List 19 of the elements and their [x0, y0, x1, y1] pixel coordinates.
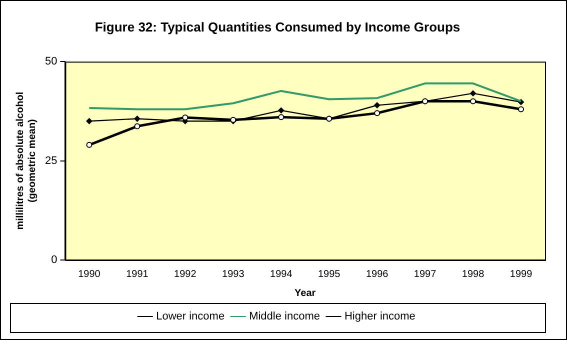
x-tick-label: 1990 [78, 268, 101, 280]
x-tick-label: 1991 [126, 268, 149, 280]
x-tick-label: 1993 [222, 268, 245, 280]
y-tick-label: 50 [44, 56, 58, 68]
x-tick-label: 1998 [462, 268, 485, 280]
legend-label: Higher income [344, 310, 416, 323]
x-tick-label: 1999 [510, 268, 533, 280]
x-tick-label: 1996 [366, 268, 389, 280]
y-tick-label: 25 [44, 154, 58, 167]
x-axis-title: Year [294, 288, 316, 299]
legend-label: Lower income [156, 310, 225, 323]
chart-title: Figure 32: Typical Quantities Consumed by Income Groups [94, 19, 460, 34]
x-tick-label: 1994 [270, 268, 293, 280]
x-tick-label: 1997 [414, 268, 437, 280]
y-axis-title: millilitres of absolute alcohol (geometric mean) [14, 92, 38, 230]
x-tick-label: 1992 [174, 268, 197, 280]
legend-label: Middle income [249, 310, 320, 323]
y-tick-label: 0 [51, 254, 58, 266]
x-tick-label: 1995 [318, 268, 341, 280]
